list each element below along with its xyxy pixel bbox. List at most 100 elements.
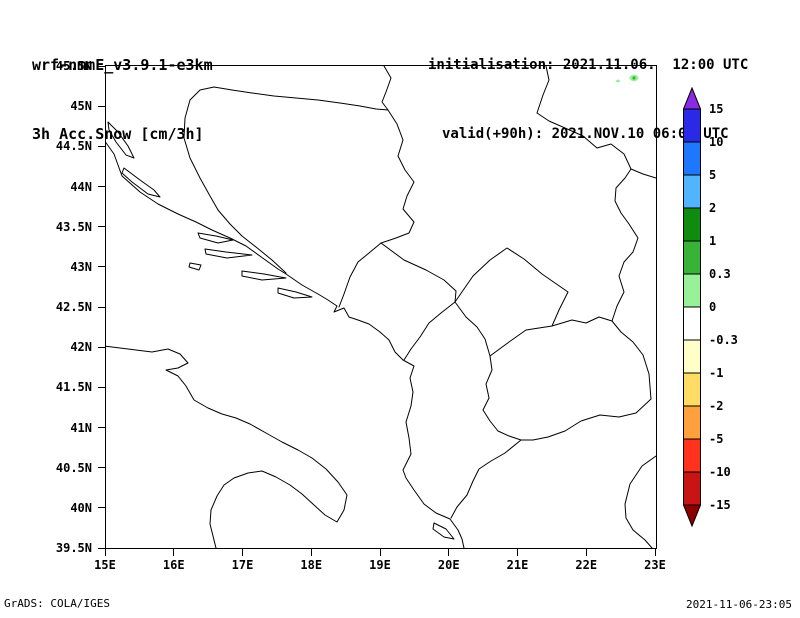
x-tick-mark: [379, 549, 381, 556]
island-dugi-otok: [121, 167, 161, 198]
y-tick-mark: [98, 467, 105, 469]
border-montenegro-serbia: [380, 242, 457, 303]
island-mljet: [277, 287, 313, 299]
colorbar-tick-label: 5: [709, 168, 717, 182]
y-tick-mark: [98, 547, 105, 549]
border-bosnia-montenegro: [338, 242, 382, 308]
colorbar-band: [683, 108, 701, 143]
border-croatia-bosnia-sava: [183, 86, 389, 274]
x-tick-mark: [104, 549, 106, 556]
colorbar-band: [683, 174, 701, 209]
x-tick-mark: [517, 549, 518, 556]
colorbar-band: [683, 240, 701, 275]
colorbar-band: [683, 273, 701, 308]
x-tick-label: 21E: [506, 558, 529, 572]
border-croatia-serbia: [381, 66, 392, 111]
colorbar-band: [683, 438, 701, 473]
x-tick-label: 18E: [300, 558, 323, 572]
y-tick-label: 40N: [70, 500, 92, 515]
colorbar-band: [683, 207, 701, 242]
colorbar-band: [683, 306, 701, 341]
border-bosnia-serbia-drina: [380, 109, 415, 244]
x-axis: 15E 16E 17E 18E 19E 20E 21E 22E 23E: [94, 549, 666, 573]
border-kosovo: [454, 247, 569, 357]
x-tick-mark: [654, 549, 656, 556]
grads-credit: GrADS: COLA/IGES: [4, 597, 110, 610]
border-albania-greece: [450, 439, 522, 519]
y-tick-mark: [98, 346, 105, 348]
colorbar-tick-label: 0.3: [709, 267, 731, 281]
border-serbia-romania: [536, 66, 632, 170]
border-serbia-bulgaria: [611, 168, 639, 322]
field-title: 3h Acc.Snow [cm/3h]: [32, 125, 204, 143]
colorbar-band: [683, 339, 701, 374]
y-tick-label: 40.5N: [55, 460, 92, 475]
x-tick-label: 16E: [162, 558, 185, 572]
coastline-aegean: [624, 455, 656, 548]
y-tick-mark: [98, 427, 105, 428]
colorbar: [682, 86, 702, 528]
colorbar-labels: 15 10 5 2 1 0.3 0 -0.3 -1 -2 -5 -10 -15: [709, 87, 755, 528]
x-tick-mark: [242, 549, 243, 556]
y-tick-label: 39.5N: [55, 541, 92, 555]
colorbar-tick-label: 10: [709, 135, 724, 149]
y-tick-mark: [98, 186, 105, 187]
y-tick-mark: [98, 65, 105, 67]
border-macedonia-bulgaria: [611, 320, 652, 400]
y-tick-label: 41N: [70, 420, 92, 435]
border-albania-kosovo: [454, 301, 491, 357]
x-tick-mark: [173, 549, 175, 556]
colorbar-tick-label: -15: [709, 498, 731, 512]
colorbar-tick-label: 1: [709, 234, 717, 248]
island-brac: [197, 232, 234, 244]
y-tick-mark: [98, 386, 105, 388]
colorbar-tick-label: 15: [709, 102, 724, 116]
colorbar-tick-label: -2: [709, 399, 724, 413]
y-tick-mark: [98, 507, 105, 509]
x-tick-label: 20E: [437, 558, 460, 572]
border-serbia-macedonia: [551, 316, 613, 327]
colorbar-over-arrow: [682, 86, 702, 110]
island-corfu: [432, 522, 455, 540]
colorbar-band: [683, 141, 701, 176]
colorbar-tick-label: -1: [709, 366, 724, 380]
y-tick-mark: [98, 145, 105, 147]
colorbar-tick-label: 2: [709, 201, 717, 215]
y-tick-label: 44.5N: [55, 139, 92, 154]
island-korcula: [241, 270, 287, 281]
y-tick-label: 42.5N: [55, 300, 92, 314]
colorbar-tick-label: -10: [709, 465, 731, 479]
creation-timestamp: 2021-11-06-23:05: [686, 598, 792, 611]
colorbar-tick-label: 0: [709, 300, 717, 314]
x-tick-mark: [448, 549, 450, 556]
coastline-italy: [106, 345, 348, 548]
y-tick-label: 45N: [70, 99, 92, 114]
y-tick-mark: [98, 226, 105, 228]
colorbar-tick-label: -0.3: [709, 333, 738, 347]
colorbar-tick-label: -5: [709, 432, 724, 446]
x-tick-label: 17E: [231, 558, 254, 572]
y-tick-mark: [98, 105, 105, 107]
colorbar-band: [683, 471, 701, 506]
island-hvar: [204, 248, 253, 259]
colorbar-under-arrow: [682, 504, 702, 528]
map-canvas: [106, 66, 656, 548]
y-tick-mark: [98, 306, 105, 308]
x-tick-label: 19E: [369, 558, 391, 572]
border-albania-macedonia: [482, 355, 522, 441]
snow-spot-speck: [616, 79, 620, 83]
island-vis: [188, 262, 202, 271]
y-tick-label: 43N: [70, 259, 92, 274]
x-tick-label: 22E: [575, 558, 598, 572]
colorbar-svg: [682, 86, 702, 528]
snow-spot-core: [632, 76, 636, 80]
y-tick-label: 44N: [70, 179, 92, 194]
y-tick-label: 41.5N: [55, 380, 92, 395]
island-pag: [107, 121, 135, 159]
y-tick-mark: [98, 266, 105, 268]
coastline-east-adriatic: [106, 141, 465, 548]
x-tick-label: 15E: [94, 558, 116, 572]
border-montenegro-albania: [403, 301, 456, 361]
x-tick-mark: [310, 549, 312, 556]
